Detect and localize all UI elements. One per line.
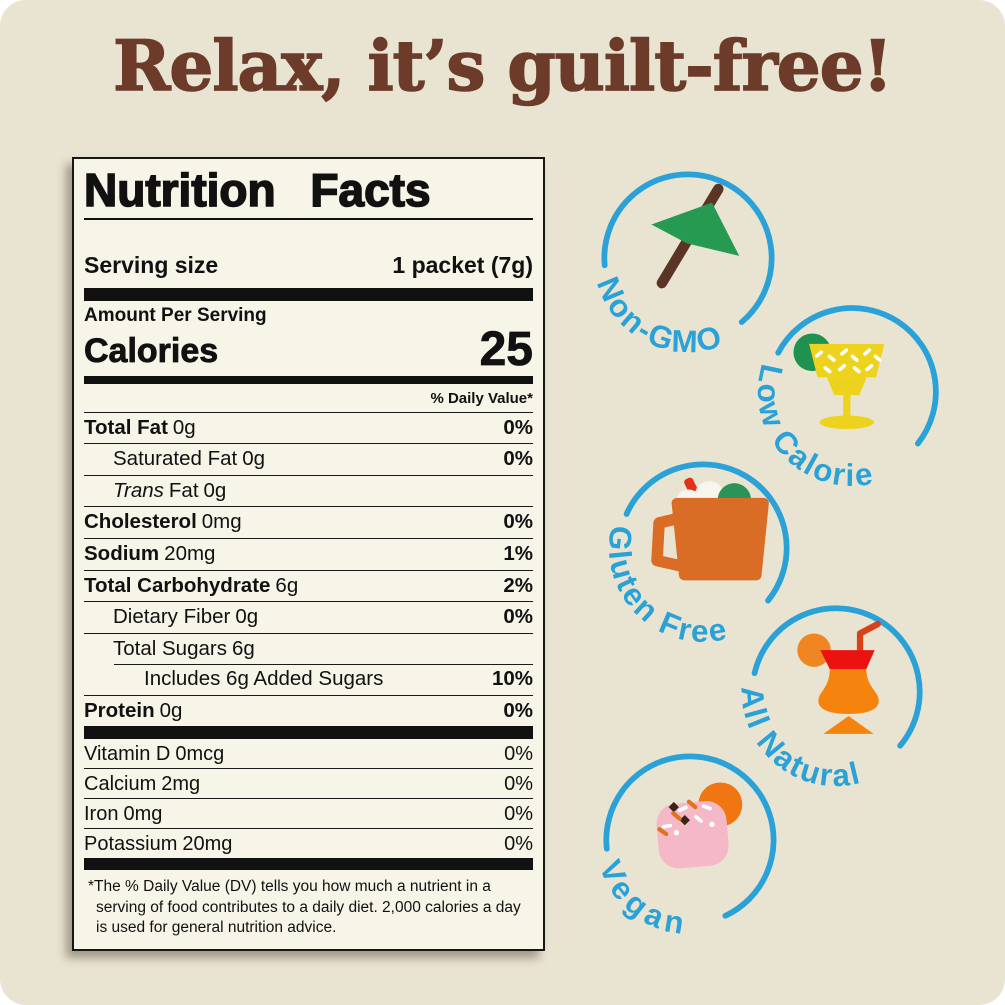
badge-all-natural: All Natural bbox=[734, 605, 923, 794]
nutrient-row-added-sugars: Includes 6g Added Sugars 10% bbox=[84, 664, 533, 695]
daily-value-footnote: *The % Daily Value (DV) tells you how mu… bbox=[88, 878, 521, 937]
nutrient-amount: 0g bbox=[172, 415, 196, 439]
thick-divider bbox=[84, 858, 533, 871]
nutrient-amount: 20mg bbox=[182, 832, 233, 855]
nutrient-amount: 2mg bbox=[161, 772, 201, 795]
nutrient-name: Sodium bbox=[84, 541, 160, 565]
nutrient-dv: 0% bbox=[503, 698, 533, 722]
nutrient-name: Fat bbox=[168, 478, 199, 502]
nutrient-name: Potassium bbox=[84, 832, 178, 855]
nutrient-row-total-carbohydrate: Total Carbohydrate 6g 2% bbox=[84, 569, 533, 602]
badge-ring bbox=[603, 753, 777, 919]
badge-ring bbox=[775, 305, 939, 447]
nutrient-row-calcium: Calcium 2mg 0% bbox=[84, 768, 533, 798]
nutrient-amount: 0g bbox=[235, 605, 259, 629]
nutrient-name: Cholesterol bbox=[84, 510, 197, 534]
nutrient-row-sodium: Sodium 20mg 1% bbox=[84, 537, 533, 570]
glass-body bbox=[818, 669, 879, 714]
nutrient-dv: 0% bbox=[504, 772, 533, 795]
nutrient-dv: 2% bbox=[503, 573, 533, 597]
spacer bbox=[84, 220, 533, 252]
nutrient-row-vitamin-d: Vitamin D 0mcg 0% bbox=[84, 739, 533, 768]
calories-label: Calories bbox=[84, 331, 219, 370]
nutrient-name: Dietary Fiber bbox=[113, 605, 231, 629]
nutrient-row-total-fat: Total Fat 0g 0% bbox=[84, 411, 533, 444]
nutrient-row-trans-fat: Trans Fat 0g bbox=[84, 474, 533, 507]
salt-sprinkles bbox=[815, 348, 882, 374]
nutrient-amount: 0g bbox=[159, 698, 183, 722]
mug-body bbox=[671, 497, 769, 581]
nutrient-amount: 20mg bbox=[164, 541, 216, 565]
nutrient-row-protein: Protein 0g 0% bbox=[84, 694, 533, 727]
nutrient-row-dietary-fiber: Dietary Fiber 0g 0% bbox=[84, 601, 533, 633]
nutrient-dv: 0% bbox=[504, 832, 533, 855]
serving-size-label: Serving size bbox=[84, 251, 219, 278]
nutrient-amount: 6g bbox=[275, 573, 299, 597]
nutrient-amount: 0mg bbox=[201, 510, 242, 534]
nutrient-name: Total Carbohydrate bbox=[84, 573, 271, 597]
nutrient-row-cholesterol: Cholesterol 0mg 0% bbox=[84, 506, 533, 538]
nutrient-dv: 0% bbox=[503, 447, 533, 471]
thick-divider bbox=[84, 287, 533, 301]
daily-value-header: % Daily Value* bbox=[430, 389, 533, 407]
drink-body bbox=[656, 801, 729, 869]
nutrient-amount: 0g bbox=[203, 478, 227, 502]
badge-ring bbox=[601, 171, 775, 325]
nutrient-dv: 10% bbox=[491, 667, 533, 691]
badge-ring bbox=[751, 605, 923, 749]
nutrient-row-total-sugars: Total Sugars 6g bbox=[84, 632, 533, 665]
serving-size-value: 1 packet (7g) bbox=[392, 251, 533, 278]
amount-per-serving-label: Amount Per Serving bbox=[84, 304, 267, 326]
nutrient-name: Total Fat bbox=[84, 415, 168, 439]
mug-handle bbox=[651, 512, 686, 572]
tropical-cocktail-icon bbox=[797, 620, 881, 734]
nutrient-amount: 0mg bbox=[123, 802, 163, 825]
nutrient-dv: 0% bbox=[503, 510, 533, 534]
badge-gluten-free: Gluten Free bbox=[601, 461, 790, 649]
serving-size-row: Serving size 1 packet (7g) bbox=[84, 252, 533, 288]
nutrient-name: Vitamin D bbox=[84, 742, 171, 765]
glass-foot bbox=[823, 716, 874, 734]
nutrient-amount: 0g bbox=[242, 447, 266, 471]
nutrient-amount: 6g bbox=[231, 636, 255, 660]
cocktail-umbrella-icon bbox=[651, 183, 740, 289]
nutrient-name: Calcium bbox=[84, 772, 157, 795]
nutrient-dv: 0% bbox=[504, 802, 533, 825]
nutrient-name-italic: Trans bbox=[113, 478, 164, 502]
nutrient-name: Protein bbox=[84, 698, 155, 722]
nutrient-name: Iron bbox=[84, 802, 119, 825]
badge-vegan: Vegan bbox=[592, 753, 777, 942]
badge-non-gmo: Non-GMO bbox=[590, 171, 775, 359]
thick-divider bbox=[84, 375, 533, 384]
nutrient-dv: 0% bbox=[504, 742, 533, 765]
nutrient-row-potassium: Potassium 20mg 0% bbox=[84, 828, 533, 858]
nutrient-name: Saturated Fat bbox=[113, 447, 238, 471]
orange-slice bbox=[797, 633, 831, 667]
nutrition-facts-label: Nutrition Facts Serving size 1 packet (7… bbox=[72, 157, 545, 951]
nutrient-name: Includes 6g Added Sugars bbox=[144, 667, 384, 691]
nutrient-dv: 1% bbox=[503, 541, 533, 565]
calories-value: 25 bbox=[479, 322, 533, 376]
nutrient-amount: 0mcg bbox=[175, 742, 225, 765]
thick-divider bbox=[84, 726, 533, 740]
nutrient-name: Total Sugars bbox=[113, 636, 227, 660]
headline: Relax, it’s guilt-free! bbox=[112, 25, 893, 108]
title-divider bbox=[84, 217, 533, 220]
badge-low-calorie: Low Calorie bbox=[751, 305, 939, 493]
pink-cocktail-icon bbox=[656, 782, 743, 869]
nutrient-row-saturated-fat: Saturated Fat 0g 0% bbox=[84, 443, 533, 475]
nutrition-facts-title: Nutrition Facts bbox=[83, 164, 431, 216]
nutrient-dv: 0% bbox=[503, 415, 533, 439]
mule-mug-icon bbox=[651, 477, 769, 581]
nutrient-dv: 0% bbox=[503, 605, 533, 629]
drink-top bbox=[820, 650, 875, 669]
calories-row: Calories 25 bbox=[84, 322, 534, 376]
margarita-glass-icon bbox=[793, 333, 885, 430]
badge-ring bbox=[623, 461, 790, 604]
nutrient-row-iron: Iron 0mg 0% bbox=[84, 798, 533, 828]
